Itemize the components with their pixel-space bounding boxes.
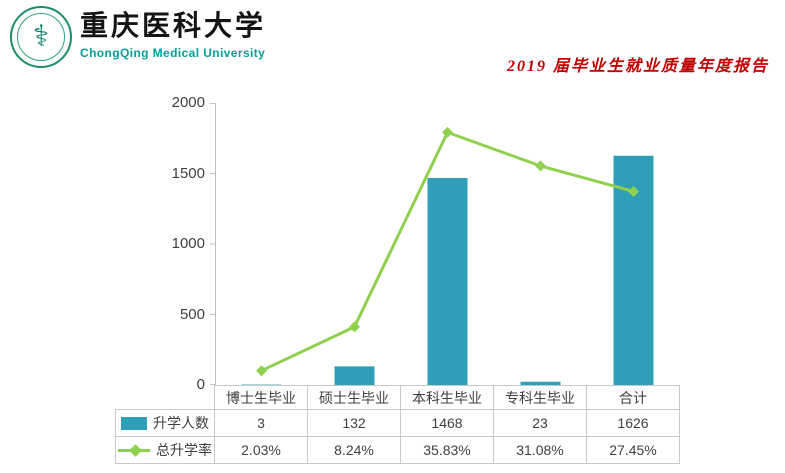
university-logo-icon: ⚕ [10,6,72,68]
caduceus-icon: ⚕ [17,13,65,61]
university-name-chinese: 重庆医科大学 [80,11,267,42]
diamond-marker-icon [129,443,142,457]
y-axis-label: 1500 [171,164,205,182]
table-header-cell: 博士生毕业 [215,385,308,410]
line-marker-diamond-icon [535,160,546,172]
y-axis-label: 1000 [171,235,205,252]
y-axis-label: 500 [179,305,205,323]
table-value-cell: 35.83% [401,437,494,464]
bar [427,178,468,385]
y-axis-label: 2000 [171,94,205,111]
line-marker-diamond-icon [349,321,360,333]
bar-legend-swatch-icon [121,416,147,430]
table-header-cell: 专科生毕业 [494,385,587,410]
table-value-cell: 31.08% [494,437,587,464]
y-axis: 0 500 1000 1500 2000 [150,94,205,393]
table-value-cell: 1626 [587,410,680,437]
legend-item-bar-series: 升学人数 [115,410,215,437]
table-corner-cell [115,385,215,410]
y-axis-label: 0 [196,376,205,393]
line-marker-diamond-icon [628,185,639,197]
table-value-cell: 8.24% [308,437,401,464]
bar [334,366,375,385]
bar [520,381,561,385]
table-value-cell: 23 [494,410,587,437]
table-header-cell: 硕士生毕业 [308,385,401,410]
table-value-cell: 1468 [401,410,494,437]
combo-chart-plot [210,103,654,385]
legend-item-line-series: 总升学率 [115,437,215,464]
table-value-cell: 132 [308,410,401,437]
data-table: 博士生毕业 硕士生毕业 本科生毕业 专科生毕业 合计 升学人数 3 132 14… [115,385,680,464]
university-name-block: 重庆医科大学 ChongQing Medical University [80,11,267,60]
line-series-name: 总升学率 [156,442,212,458]
report-title: 2019 届毕业生就业质量年度报告 [506,58,769,75]
table-value-cell: 3 [215,410,308,437]
university-name-english: ChongQing Medical University [80,45,266,60]
line-marker-diamond-icon [442,126,453,138]
table-value-cell: 2.03% [215,437,308,464]
bar-series-name: 升学人数 [153,415,209,431]
table-value-cell: 27.45% [587,437,680,464]
line-legend-marker-icon [118,443,150,457]
line-marker-diamond-icon [256,365,267,377]
table-header-cell: 本科生毕业 [401,385,494,410]
table-header-cell: 合计 [587,385,680,410]
